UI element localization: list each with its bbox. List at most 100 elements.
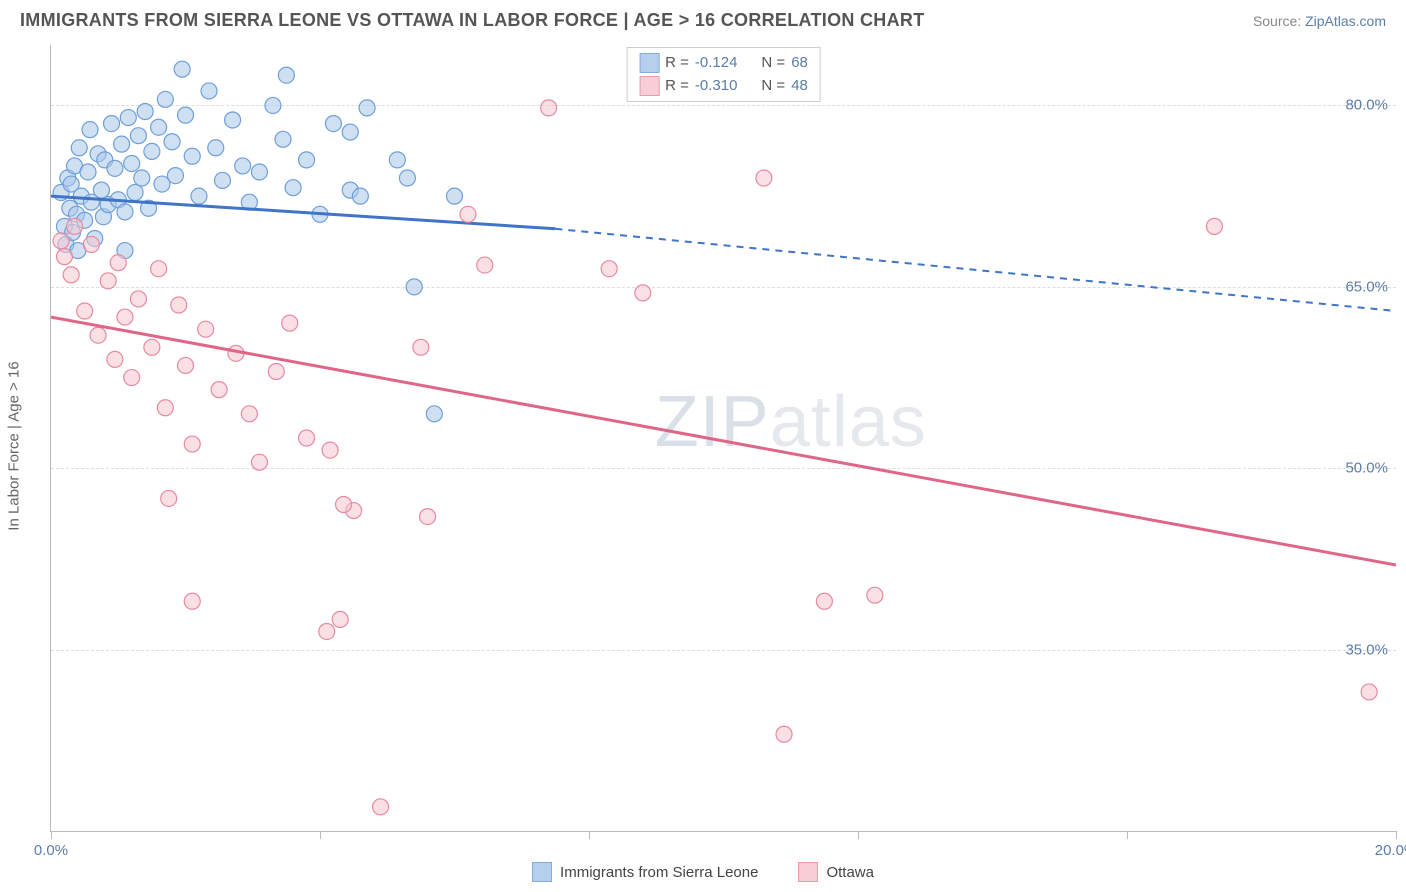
data-point [124,370,140,386]
data-point [174,61,190,77]
legend-row: R = -0.310 N = 48 [639,75,808,98]
data-point [635,285,651,301]
data-point [1361,684,1377,700]
legend-r-label: R = [665,75,689,98]
data-point [178,357,194,373]
data-point [151,261,167,277]
x-tick [1127,831,1128,839]
data-point [601,261,617,277]
data-point [816,593,832,609]
legend-swatch [532,862,552,882]
legend-label: Ottawa [826,864,874,881]
data-point [251,164,267,180]
data-point [275,131,291,147]
legend-swatch [798,862,818,882]
x-tick [589,831,590,839]
data-point [56,249,72,265]
data-point [184,148,200,164]
data-point [251,454,267,470]
legend-r-label: R = [665,52,689,75]
data-point [130,291,146,307]
legend-n-label: N = [761,52,785,75]
chart-plot-area: ZIPatlas R = -0.124N = 68R = -0.310N = 4… [50,45,1396,832]
series-legend: Immigrants from Sierra Leone Ottawa [0,862,1406,882]
legend-n-value: 68 [791,52,808,75]
source-label: Source: ZipAtlas.com [1253,13,1386,29]
data-point [299,430,315,446]
x-tick [858,831,859,839]
data-point [63,267,79,283]
data-point [144,143,160,159]
data-point [90,327,106,343]
data-point [265,97,281,113]
data-point [208,140,224,156]
data-point [178,107,194,123]
legend-r-value: -0.124 [695,52,738,75]
data-point [198,321,214,337]
data-point [278,67,294,83]
data-point [191,188,207,204]
data-point [117,309,133,325]
y-axis-label: In Labor Force | Age > 16 [6,361,23,530]
data-point [373,799,389,815]
data-point [71,140,87,156]
data-point [477,257,493,273]
legend-row: R = -0.124 N = 68 [639,52,808,75]
data-point [117,204,133,220]
data-point [359,100,375,116]
data-point [299,152,315,168]
data-point [389,152,405,168]
data-point [114,136,130,152]
source-link[interactable]: ZipAtlas.com [1305,13,1386,29]
data-point [67,218,83,234]
data-point [211,382,227,398]
regression-line [51,317,1396,565]
data-point [83,237,99,253]
data-point [100,273,116,289]
data-point [399,170,415,186]
data-point [171,297,187,313]
data-point [322,442,338,458]
legend-n-value: 48 [791,75,808,98]
data-point [124,156,140,172]
data-point [110,255,126,271]
data-point [332,611,348,627]
data-point [120,110,136,126]
data-point [157,91,173,107]
data-point [285,180,301,196]
legend-swatch [639,53,659,73]
data-point [225,112,241,128]
x-tick [51,831,52,839]
data-point [167,168,183,184]
correlation-legend: R = -0.124 N = 68 R = -0.310 N = 48 [626,47,821,102]
source-prefix: Source: [1253,13,1305,29]
data-point [336,497,352,513]
data-point [241,406,257,422]
data-point [151,119,167,135]
legend-r-value: -0.310 [695,75,738,98]
data-point [93,182,109,198]
legend-label: Immigrants from Sierra Leone [560,864,758,881]
data-point [130,128,146,144]
x-tick [320,831,321,839]
legend-n-label: N = [761,75,785,98]
data-point [184,436,200,452]
data-point [137,104,153,120]
data-point [426,406,442,422]
legend-item: Ottawa [798,862,874,882]
legend-swatch [639,76,659,96]
x-tick-label: 20.0% [1375,842,1406,859]
data-point [107,351,123,367]
x-tick-label: 0.0% [34,842,68,859]
data-point [157,400,173,416]
data-point [53,233,69,249]
data-point [1206,218,1222,234]
data-point [104,116,120,132]
data-point [756,170,772,186]
data-point [325,116,341,132]
chart-title: IMMIGRANTS FROM SIERRA LEONE VS OTTAWA I… [20,10,925,31]
legend-item: Immigrants from Sierra Leone [532,862,758,882]
data-point [184,593,200,609]
scatter-svg [51,45,1396,831]
data-point [268,363,284,379]
